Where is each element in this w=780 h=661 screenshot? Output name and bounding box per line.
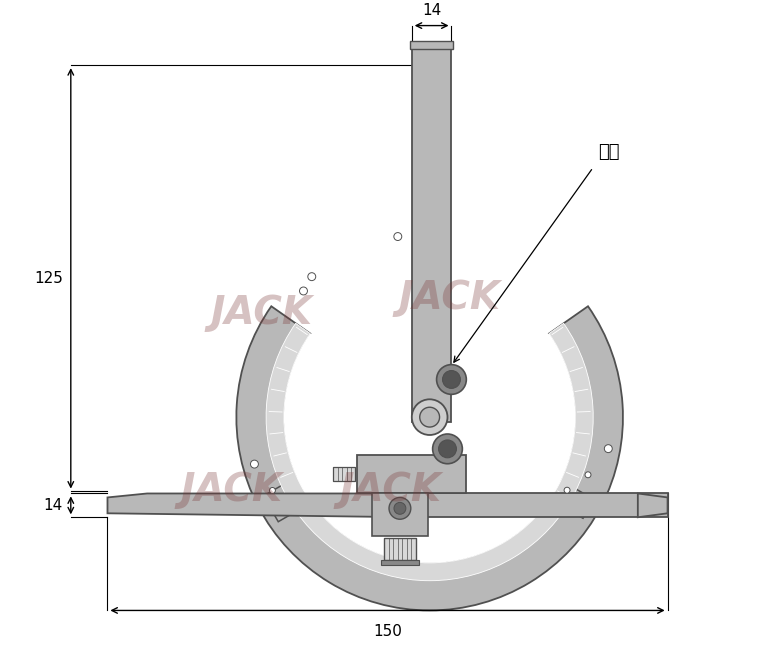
Polygon shape: [638, 494, 668, 518]
Polygon shape: [108, 494, 412, 518]
Circle shape: [394, 502, 406, 514]
Circle shape: [437, 365, 466, 395]
Circle shape: [269, 487, 275, 493]
Circle shape: [585, 472, 591, 478]
Circle shape: [308, 273, 316, 281]
Wedge shape: [285, 334, 574, 562]
Circle shape: [564, 487, 570, 493]
Text: 14: 14: [44, 498, 63, 513]
Circle shape: [420, 407, 440, 427]
Circle shape: [250, 460, 258, 468]
Bar: [412, 494, 668, 518]
Text: JACK: JACK: [339, 471, 441, 508]
Circle shape: [300, 287, 307, 295]
Bar: [357, 455, 466, 494]
Bar: [334, 467, 356, 481]
Polygon shape: [424, 408, 594, 518]
Text: 125: 125: [34, 271, 63, 286]
Circle shape: [389, 498, 411, 520]
Bar: [372, 494, 427, 536]
Wedge shape: [266, 323, 594, 581]
Text: JACK: JACK: [180, 471, 282, 508]
Bar: [381, 560, 419, 565]
Text: JACK: JACK: [210, 294, 312, 332]
Bar: [412, 44, 452, 422]
Circle shape: [604, 445, 612, 453]
Bar: [384, 538, 416, 560]
Circle shape: [412, 399, 448, 435]
Text: 150: 150: [373, 625, 402, 639]
Circle shape: [442, 371, 460, 389]
Polygon shape: [264, 405, 437, 522]
Text: 14: 14: [422, 3, 441, 18]
Circle shape: [433, 434, 463, 464]
Circle shape: [438, 440, 456, 458]
Bar: [410, 42, 453, 50]
Wedge shape: [284, 334, 576, 563]
Wedge shape: [236, 306, 623, 611]
Text: JACK: JACK: [399, 279, 501, 317]
Circle shape: [394, 233, 402, 241]
Text: 微调: 微调: [598, 143, 619, 161]
